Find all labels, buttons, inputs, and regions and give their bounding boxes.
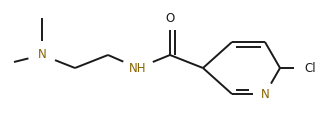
Text: O: O (165, 12, 175, 25)
Text: Cl: Cl (304, 62, 316, 75)
Text: NH: NH (129, 62, 147, 75)
Text: N: N (260, 88, 269, 101)
Text: N: N (37, 48, 46, 62)
